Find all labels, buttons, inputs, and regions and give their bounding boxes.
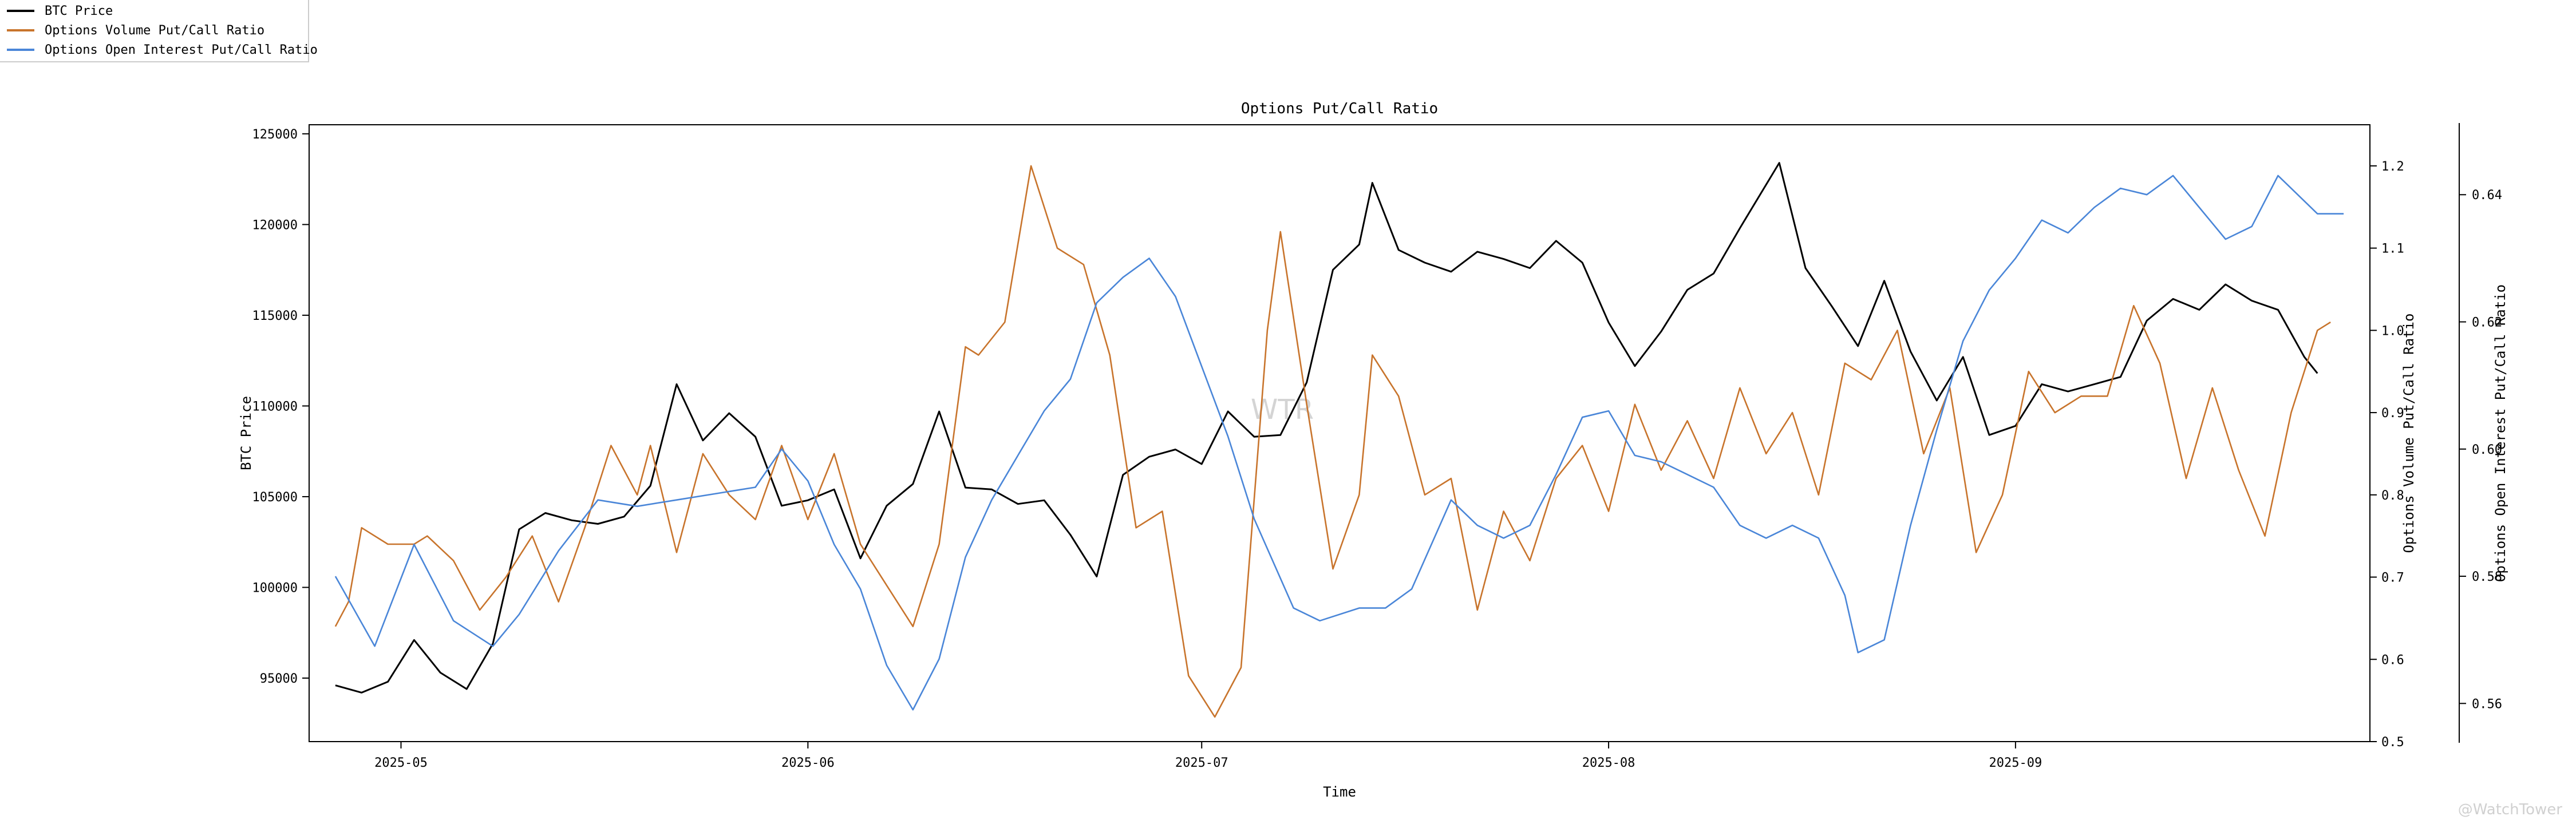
legend-item-volume-ratio: Options Volume Put/Call Ratio — [7, 21, 264, 40]
x-axis-label: Time — [1323, 784, 1356, 800]
y-right2-tick-label: 0.64 — [2472, 188, 2502, 203]
legend-item-btc-price: BTC Price — [7, 1, 113, 21]
y-left-tick-label: 105000 — [252, 490, 298, 505]
y-axis-left-label: BTC Price — [238, 396, 254, 470]
legend-label: Options Open Interest Put/Call Ratio — [45, 42, 318, 57]
y-right1-tick-label: 0.7 — [2381, 571, 2404, 585]
legend-swatch-open-interest-ratio — [7, 49, 34, 51]
corner-watermark: @WatchTower — [2458, 801, 2562, 818]
x-tick-label: 2025-05 — [374, 756, 428, 770]
axes-layer: 2025-05 2025-06 2025-07 2025-08 2025-09 95000… — [252, 123, 2502, 770]
y-right2-tick-label: 0.58 — [2472, 570, 2502, 584]
x-tick-label: 2025-06 — [781, 756, 835, 770]
y-left-tick-label: 95000 — [260, 672, 298, 686]
y-right2-tick-label: 0.56 — [2472, 697, 2502, 711]
plot-frame — [309, 124, 2370, 742]
y-right1-tick-label: 1.2 — [2381, 160, 2404, 174]
y-axis-right1-label: Options Volume Put/Call Ratio — [2401, 313, 2417, 553]
y-left-tick-label: 115000 — [252, 309, 298, 323]
y-left-tick-label: 110000 — [252, 399, 298, 414]
x-tick-label: 2025-07 — [1175, 756, 1228, 770]
chart-legend: BTC Price Options Volume Put/Call Ratio … — [0, 0, 318, 62]
y-right1-tick-label: 0.5 — [2381, 735, 2404, 750]
y-left-tick-label: 120000 — [252, 218, 298, 232]
y-left-tick-label: 100000 — [252, 581, 298, 596]
legend-label: BTC Price — [45, 3, 113, 18]
legend-swatch-volume-ratio — [7, 29, 34, 31]
series-layer — [334, 162, 2344, 718]
y-right1-tick-label: 0.8 — [2381, 489, 2404, 503]
y-left-tick-label: 125000 — [252, 128, 298, 142]
legend-label: Options Volume Put/Call Ratio — [45, 23, 265, 38]
chart-title: Options Put/Call Ratio — [1241, 100, 1438, 117]
y-right2-tick-label: 0.62 — [2472, 316, 2502, 330]
series-line-0 — [335, 162, 2318, 694]
legend-item-open-interest-ratio: Options Open Interest Put/Call Ratio — [7, 40, 318, 60]
series-line-1 — [334, 165, 2331, 718]
x-tick-label: 2025-08 — [1582, 756, 1635, 770]
y-right1-tick-label: 1.1 — [2381, 242, 2404, 256]
y-right2-tick-label: 0.60 — [2472, 443, 2502, 457]
legend-swatch-btc-price — [7, 10, 34, 12]
y-axis-right2-label: Options Open Interest Put/Call Ratio — [2492, 284, 2508, 582]
series-line-2 — [334, 175, 2344, 711]
y-right1-tick-label: 0.9 — [2381, 406, 2404, 421]
y-right1-tick-label: 1.0 — [2381, 324, 2404, 338]
x-tick-label: 2025-09 — [1989, 756, 2042, 770]
y-right1-tick-label: 0.6 — [2381, 653, 2404, 667]
